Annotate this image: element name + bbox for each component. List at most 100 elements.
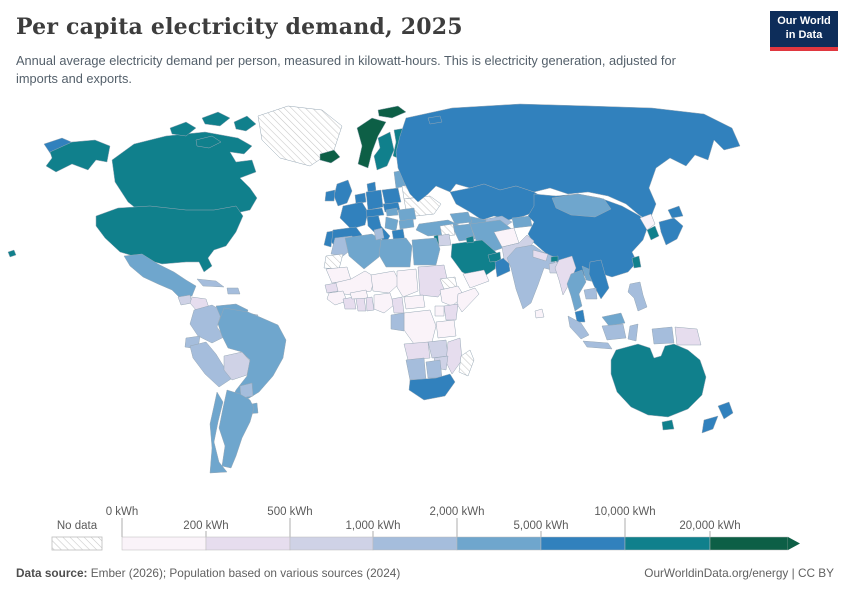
country-egypt[interactable] bbox=[411, 237, 441, 266]
country-kyrgyzstan-tajikistan[interactable] bbox=[511, 215, 533, 229]
country-hawaii-united-states[interactable] bbox=[7, 249, 17, 258]
country-indonesia-sumatra[interactable] bbox=[567, 315, 590, 340]
country-madagascar[interactable] bbox=[458, 349, 475, 377]
country-namibia[interactable] bbox=[405, 357, 427, 381]
country-iraq[interactable] bbox=[451, 223, 476, 242]
country-indonesia-kalimantan[interactable] bbox=[601, 323, 627, 341]
legend-bin-10000-20000[interactable] bbox=[624, 536, 711, 551]
country-chad[interactable] bbox=[396, 268, 419, 298]
legend-bin-200-500[interactable] bbox=[205, 536, 291, 551]
country-botswana[interactable] bbox=[425, 359, 443, 379]
legend-bin-5000-10000[interactable] bbox=[540, 536, 626, 551]
legend-bin-20000-plus[interactable] bbox=[709, 536, 789, 551]
country-mexico[interactable] bbox=[123, 253, 197, 299]
legend-bin-500-1000[interactable] bbox=[289, 536, 374, 551]
country-franz-josef-land-russia[interactable] bbox=[427, 115, 443, 125]
country-thailand[interactable] bbox=[566, 269, 587, 312]
country-switzerland-austria[interactable] bbox=[365, 207, 385, 218]
country-bulgaria[interactable] bbox=[398, 218, 415, 230]
legend-bin-0-200[interactable] bbox=[121, 536, 207, 551]
country-alaska-united-states[interactable] bbox=[45, 139, 111, 173]
country-niger[interactable] bbox=[370, 270, 401, 294]
country-nepal[interactable] bbox=[532, 249, 549, 262]
country-guinea-region[interactable] bbox=[326, 290, 348, 306]
country-nigeria[interactable] bbox=[373, 292, 395, 314]
country-western-sahara[interactable] bbox=[323, 253, 344, 270]
country-cote-divoire[interactable] bbox=[342, 296, 357, 310]
country-sweden[interactable] bbox=[373, 131, 395, 171]
country-tanzania[interactable] bbox=[435, 319, 457, 339]
country-hungary[interactable] bbox=[385, 207, 399, 217]
country-new-zealand[interactable] bbox=[717, 401, 734, 420]
country-paraguay[interactable] bbox=[239, 382, 254, 399]
legend-bin-2000-5000[interactable] bbox=[456, 536, 542, 551]
country-norway[interactable] bbox=[356, 117, 387, 169]
country-germany[interactable] bbox=[365, 189, 384, 211]
country-north-korea[interactable] bbox=[639, 213, 656, 231]
country-east-malaysia[interactable] bbox=[601, 312, 626, 327]
country-saudi-arabia[interactable] bbox=[450, 239, 499, 281]
country-canadian-arctic-islands[interactable] bbox=[169, 121, 197, 137]
country-togo-benin[interactable] bbox=[365, 296, 375, 312]
legend-no-data-swatch[interactable] bbox=[51, 536, 103, 551]
country-kuwait[interactable] bbox=[465, 235, 475, 244]
country-united-kingdom[interactable] bbox=[333, 179, 353, 207]
country-somalia[interactable] bbox=[456, 287, 480, 313]
country-poland[interactable] bbox=[381, 187, 402, 205]
country-south-korea[interactable] bbox=[646, 225, 660, 241]
country-canadian-arctic-islands[interactable] bbox=[201, 111, 231, 127]
country-benelux[interactable] bbox=[354, 192, 367, 205]
country-united-states[interactable] bbox=[95, 205, 244, 273]
country-tunisia[interactable] bbox=[373, 227, 385, 241]
country-uganda[interactable] bbox=[434, 305, 445, 317]
country-caucasus[interactable] bbox=[449, 211, 473, 225]
country-hispaniola[interactable] bbox=[226, 287, 241, 295]
country-dr-congo[interactable] bbox=[403, 309, 437, 345]
country-japan[interactable] bbox=[667, 205, 684, 219]
country-papua-new-guinea[interactable] bbox=[674, 326, 702, 346]
country-algeria[interactable] bbox=[344, 233, 383, 270]
country-canadian-arctic-islands[interactable] bbox=[195, 135, 222, 149]
country-guatemala[interactable] bbox=[177, 294, 193, 306]
country-russia[interactable] bbox=[395, 103, 741, 223]
country-sri-lanka[interactable] bbox=[534, 308, 545, 319]
country-iceland[interactable] bbox=[319, 149, 341, 164]
country-indonesia-sulawesi[interactable] bbox=[627, 323, 639, 342]
country-romania[interactable] bbox=[397, 207, 417, 222]
country-gabon-congo[interactable] bbox=[390, 312, 405, 332]
country-bhutan[interactable] bbox=[550, 255, 559, 263]
country-ireland[interactable] bbox=[324, 189, 336, 202]
country-indonesia-java[interactable] bbox=[582, 340, 613, 350]
country-philippines[interactable] bbox=[627, 281, 648, 312]
country-japan[interactable] bbox=[658, 217, 684, 246]
country-senegal[interactable] bbox=[324, 282, 339, 294]
country-peninsular-malaysia[interactable] bbox=[574, 309, 586, 323]
country-tasmania-australia[interactable] bbox=[661, 419, 675, 431]
country-yemen[interactable] bbox=[462, 269, 490, 289]
country-indonesia-papua[interactable] bbox=[651, 326, 675, 345]
country-argentina[interactable] bbox=[218, 389, 255, 469]
country-portugal[interactable] bbox=[323, 230, 334, 248]
country-cambodia[interactable] bbox=[583, 287, 598, 300]
owid-logo[interactable]: Our World in Data bbox=[770, 11, 838, 51]
country-central-african-republic[interactable] bbox=[403, 294, 426, 310]
legend-bin-1000-2000[interactable] bbox=[372, 536, 458, 551]
country-libya[interactable] bbox=[378, 237, 413, 268]
country-myanmar[interactable] bbox=[554, 255, 577, 296]
country-australia[interactable] bbox=[610, 343, 707, 418]
country-mongolia[interactable] bbox=[551, 193, 612, 218]
license-link[interactable]: CC BY bbox=[797, 566, 834, 580]
country-ghana[interactable] bbox=[355, 296, 367, 312]
country-canadian-arctic-islands[interactable] bbox=[233, 115, 257, 132]
country-denmark[interactable] bbox=[366, 181, 377, 193]
country-vietnam[interactable] bbox=[588, 259, 610, 300]
country-new-zealand[interactable] bbox=[701, 415, 719, 434]
owid-url-link[interactable]: OurWorldinData.org/energy bbox=[644, 566, 789, 580]
country-cuba[interactable] bbox=[196, 278, 225, 288]
country-balkans[interactable] bbox=[384, 216, 399, 232]
country-kenya[interactable] bbox=[443, 303, 459, 321]
country-zambia[interactable] bbox=[427, 339, 449, 359]
country-france[interactable] bbox=[339, 201, 369, 230]
country-syria[interactable] bbox=[439, 223, 456, 237]
country-taiwan[interactable] bbox=[631, 255, 642, 269]
